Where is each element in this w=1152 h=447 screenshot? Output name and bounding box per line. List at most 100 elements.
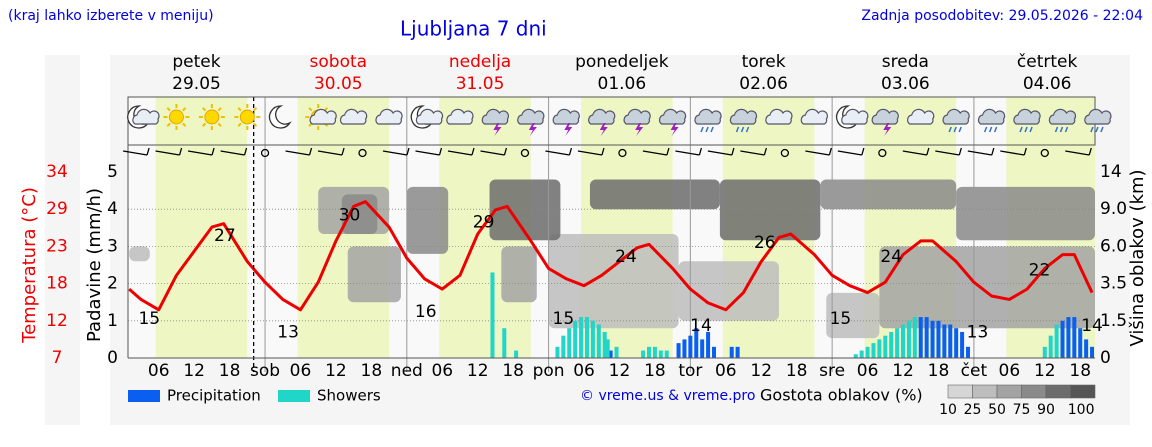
precip-bar [700,339,705,358]
precip-bar [918,317,923,358]
weather-icon [942,108,970,133]
rain-drop [958,126,962,133]
rain-drop [1019,126,1023,133]
weather-icon [268,105,292,129]
sun [168,109,184,125]
precip-bar [954,328,959,358]
cloud-cell [347,246,401,303]
wind-barb [707,150,733,156]
cloud-scale-box [972,384,998,399]
cloud-scale-label: 100 [1068,402,1095,418]
rain-drop [953,126,957,133]
precip-bar [1072,317,1077,358]
x-tick-label: čet [961,361,988,381]
temp-label: 24 [615,247,637,267]
wind-barb-flag [666,147,670,156]
cloud [309,108,337,125]
rain-drop [988,126,993,133]
wind-barb [675,150,700,156]
precip-bar [859,350,864,358]
subtitle: (kraj lahko izberete v meniju) [8,8,214,24]
precip-bar [960,331,965,358]
precip-bar [895,328,900,358]
precip-bar [711,346,716,358]
day-name: sobota [310,52,368,72]
wind-barb [155,150,180,156]
day-name: ponedeljek [575,52,669,72]
rain-drop [1095,126,1099,133]
weather-icon [339,108,368,125]
precip-bar [561,335,566,358]
x-tick-label: 18 [928,361,950,381]
rain-drop [745,126,750,133]
cloud-cell [589,179,720,210]
precip-bar [1060,320,1065,358]
sun-ray [308,107,313,112]
wind-barb-flag [243,147,248,156]
cloud-scale-label: 90 [1037,402,1055,418]
day-name: torek [742,52,786,72]
wind-barb-flag [211,147,215,156]
wind-barb [902,150,927,156]
sun [204,109,220,125]
wind-barb-flag [731,147,735,156]
precip-bar [605,339,610,358]
wind-barb [447,150,473,156]
cloud [907,108,935,125]
wind-barb [382,150,408,156]
y2-tick-label: 9.0 [1100,199,1127,219]
cloud [552,108,580,125]
x-tick-label: 12 [1034,361,1056,381]
x-tick-label: 18 [219,361,241,381]
rain-drop [740,126,745,133]
rain-drop [1090,126,1094,133]
rain-drop [735,126,740,133]
x-tick-label: tor [678,361,702,381]
wind-barb-flag [1088,147,1092,156]
y2-tick-label: 6.0 [1100,236,1127,256]
wind-barb-flag [828,147,832,156]
precip-bar [567,328,572,358]
wind-barb [122,150,148,156]
y-tick-label: 4 [107,199,118,219]
wind-barb [642,150,668,156]
weather-icon [552,108,580,136]
cloud [942,108,970,125]
day-name: sreda [882,52,929,72]
wind-barb-flag [406,147,410,156]
precip-bar [688,335,693,358]
cloud [841,108,869,125]
cloud [339,108,368,125]
sun-ray [182,122,187,127]
temp-tick-label: 7 [52,348,63,368]
wind-calm [780,148,790,158]
lightning [528,123,537,136]
weather-icon [836,105,869,129]
weather-icon [658,108,687,136]
precip-bar [694,328,699,358]
y-tick-label: 3 [107,236,118,256]
x-tick-label: 18 [1069,361,1091,381]
day-name: četrtek [1017,52,1078,72]
rain-drop [983,126,988,133]
weather-icon [517,108,545,136]
cloud-scale-box [996,384,1022,399]
precip-bar [889,331,894,358]
temp-label: 27 [214,226,236,246]
wind-barb [415,150,440,156]
precip-bar [602,331,607,358]
day-date: 31.05 [456,74,505,94]
y2-axis-label: Višina oblakov (km) [1127,169,1148,346]
sun-ray [252,107,258,112]
precip-bar [948,324,953,358]
precip-bar [930,320,935,358]
cloud [800,108,828,125]
cloud-cell [501,246,537,303]
wind-barb-flag [1023,147,1027,156]
precip-bar [596,324,601,358]
cloud [132,108,160,125]
cloud-scale-box [1070,384,1096,399]
cloud [623,108,651,125]
cloud [517,108,545,125]
